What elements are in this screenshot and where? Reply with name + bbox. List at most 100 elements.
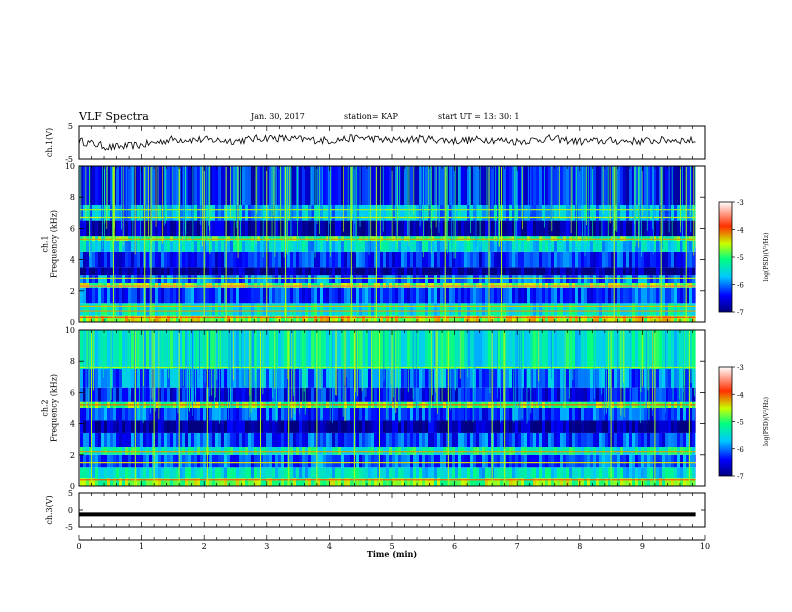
spectrogram-cell: [131, 303, 134, 316]
spectrogram-cell: [518, 275, 521, 283]
spectrogram-cell: [554, 478, 557, 486]
spectrogram-cell: [473, 420, 476, 433]
spectrogram-cell: [605, 303, 608, 316]
spectrogram-cell: [578, 432, 581, 447]
spectrogram-cell: [155, 275, 158, 283]
spectrogram-cell: [266, 267, 269, 276]
spectrogram-cell: [404, 287, 407, 304]
spectrogram-cell: [425, 205, 428, 221]
spectrogram-cell: [380, 240, 383, 252]
spectrogram-cell: [308, 454, 311, 468]
spectrogram-cell: [329, 454, 332, 468]
spectrogram-cell: [647, 267, 650, 276]
spectrogram-cell: [449, 220, 452, 237]
spectrogram-cell: [521, 275, 524, 283]
spectrogram-cell: [587, 283, 590, 288]
spectrogram-cell: [596, 454, 599, 468]
spectrogram-cell: [113, 251, 116, 268]
spectrogram-cell: [497, 251, 500, 268]
spectrogram-cell: [284, 408, 287, 421]
spectrogram-cell: [239, 240, 242, 252]
spectrogram-cell: [236, 408, 239, 421]
spectrogram-cell: [350, 478, 353, 486]
spectrogram-cell: [260, 478, 263, 486]
spectrogram-cell: [518, 432, 521, 447]
spectrogram-cell: [572, 420, 575, 433]
spectrogram-cell: [620, 454, 623, 468]
spectrogram-cell: [440, 387, 443, 402]
spectrogram-cell: [122, 420, 125, 433]
spectrogram-cell: [440, 251, 443, 268]
spectrogram-cell: [611, 236, 614, 241]
spectrogram-cell: [473, 408, 476, 421]
spectrogram-cell: [644, 432, 647, 447]
spectrogram-cell: [644, 408, 647, 421]
spectrogram-cell: [545, 267, 548, 276]
spectrogram-cell: [416, 251, 419, 268]
spectrogram-cell: [122, 315, 125, 322]
spectrogram-cell: [200, 275, 203, 283]
spectrogram-cell: [380, 287, 383, 304]
spectrogram-cell: [311, 205, 314, 221]
spectrogram-cell: [527, 454, 530, 468]
spectrogram-cell: [110, 275, 113, 283]
spectrogram-cell: [470, 447, 473, 455]
spectrogram-cell: [212, 287, 215, 304]
spectrogram-cell: [419, 275, 422, 283]
spectrogram-cell: [107, 478, 110, 486]
spectrogram-cell: [644, 220, 647, 237]
spectrogram-cell: [398, 454, 401, 468]
spectrogram-cell: [224, 283, 227, 288]
spectrogram-cell: [176, 467, 179, 479]
spectrogram-cell: [203, 420, 206, 433]
spectrogram-cell: [80, 408, 83, 421]
spectrogram-cell: [461, 303, 464, 316]
spectrogram-cell: [173, 240, 176, 252]
spectrogram-cell: [479, 432, 482, 447]
spectrogram-cell: [533, 220, 536, 237]
spectrogram-cell: [575, 467, 578, 479]
spectrogram-cell: [542, 283, 545, 288]
spectrogram-cell: [422, 251, 425, 268]
spectrogram-cell: [599, 387, 602, 402]
spectrogram-cell: [668, 267, 671, 276]
spectrogram-cell: [521, 236, 524, 241]
spectrogram-cell: [380, 454, 383, 468]
spectrogram-cell: [533, 205, 536, 221]
spectrogram-cell: [152, 236, 155, 241]
spectrogram-cell: [401, 315, 404, 322]
spectrogram-cell: [308, 432, 311, 447]
spectrogram-cell: [308, 303, 311, 316]
spectrogram-cell: [692, 467, 695, 479]
spectrogram-cell: [272, 267, 275, 276]
spectrogram-cell: [146, 408, 149, 421]
spectrogram-cell: [176, 283, 179, 288]
spectrogram-cell: [518, 267, 521, 276]
spectrogram-cell: [605, 447, 608, 455]
spectrogram-cell: [671, 387, 674, 402]
spectrogram-cell: [224, 166, 227, 205]
spectrogram-cell: [683, 315, 686, 322]
spectrogram-cell: [365, 478, 368, 486]
spectrogram-cell: [167, 387, 170, 402]
spectrogram-cell: [281, 251, 284, 268]
spectrogram-cell: [662, 283, 665, 288]
spectrogram-cell: [416, 432, 419, 447]
spectrogram-cell: [311, 447, 314, 455]
spectrogram-cell: [347, 220, 350, 237]
spectrogram-cell: [308, 240, 311, 252]
spectrogram-cell: [416, 478, 419, 486]
spectrogram-cell: [146, 478, 149, 486]
spectrogram-cell: [656, 369, 659, 388]
spectrogram-cell: [428, 251, 431, 268]
spectrogram-cell: [263, 454, 266, 468]
spectrogram-cell: [692, 267, 695, 276]
spectrogram-cell: [452, 315, 455, 322]
spectrogram-cell: [293, 287, 296, 304]
spectrogram-cell: [281, 267, 284, 276]
spectrogram-cell: [443, 369, 446, 388]
spectrogram-cell: [401, 420, 404, 433]
spectrogram-cell: [152, 478, 155, 486]
spectrogram-cell: [680, 447, 683, 455]
spectrogram-cell: [476, 454, 479, 468]
